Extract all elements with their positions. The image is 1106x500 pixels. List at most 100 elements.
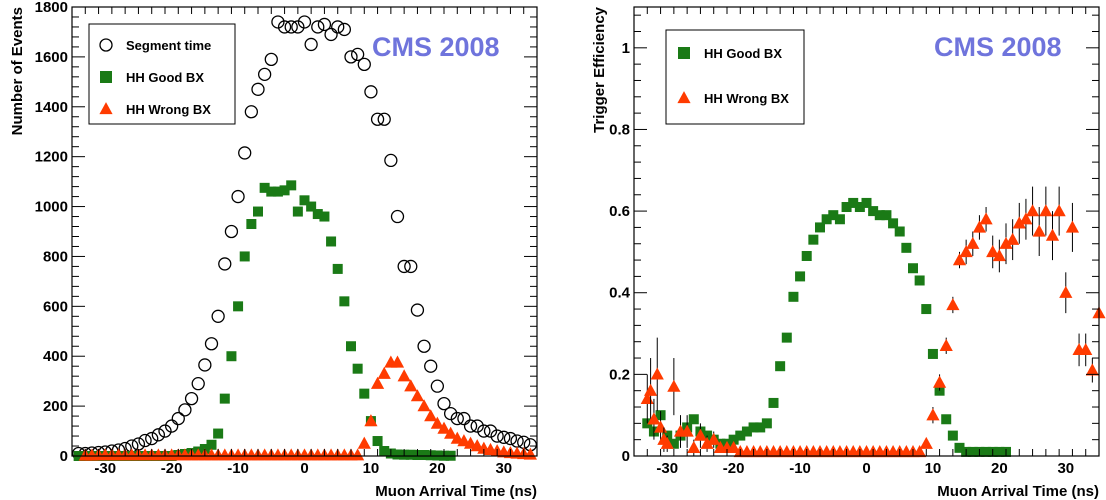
data-point (801, 250, 812, 261)
data-point (224, 224, 239, 239)
data-point (164, 419, 179, 433)
x-tick-label: 20 (429, 460, 446, 477)
data-point (206, 439, 217, 450)
data-point (272, 186, 283, 197)
data-point (437, 396, 451, 411)
data-point (450, 411, 464, 426)
data-point (359, 388, 370, 399)
data-point (392, 449, 403, 460)
data-point (986, 245, 1000, 258)
data-point (854, 202, 865, 213)
left-x-axis-title: Muon Arrival Time (ns) (375, 483, 537, 500)
data-point (251, 82, 265, 96)
y-tick-label: 200 (43, 398, 68, 415)
data-point (1045, 228, 1060, 241)
data-point (312, 209, 323, 220)
x-tick-label: 30 (495, 460, 512, 477)
data-point (727, 440, 741, 454)
data-point (1019, 212, 1033, 225)
data-point (138, 433, 152, 448)
left-axis-ticks: -30 -20 -10 0 10 20 30 0 200 400 600 800 1000 1200 140… (35, 0, 538, 477)
data-point (1079, 342, 1093, 356)
left-watermark: CMS 2008 (372, 32, 500, 62)
data-point (277, 20, 292, 34)
data-point (768, 397, 779, 408)
y-tick-label: 0.8 (609, 121, 630, 138)
data-point (184, 391, 199, 406)
data-point (198, 358, 212, 372)
data-point (213, 428, 224, 439)
data-point (1006, 232, 1020, 245)
x-tick-label: 10 (363, 460, 380, 477)
y-tick-label: 0.4 (609, 285, 631, 302)
data-point (350, 47, 365, 62)
data-point (523, 447, 537, 460)
data-point (932, 375, 947, 388)
data-point (994, 446, 1005, 457)
data-point (1059, 285, 1073, 298)
data-point (834, 214, 845, 225)
data-point (888, 218, 899, 229)
y-tick-label: 1 (622, 40, 630, 57)
data-point (874, 210, 885, 221)
data-point (171, 411, 185, 426)
data-point (908, 263, 918, 274)
data-point (352, 363, 363, 374)
series-filled-triangle (640, 186, 1106, 458)
data-point (257, 67, 272, 81)
data-point (304, 37, 318, 52)
data-point (728, 434, 739, 445)
data-point (306, 201, 317, 212)
data-point (927, 348, 938, 359)
right-legend-box (665, 29, 805, 125)
data-point (688, 414, 699, 425)
data-point (377, 366, 391, 379)
data-point (952, 253, 967, 266)
legend-marker-triangle-icon (677, 91, 691, 104)
data-point (660, 436, 674, 449)
data-point (946, 298, 960, 311)
data-point (992, 249, 1006, 262)
x-tick-label: 0 (300, 460, 308, 477)
data-point (430, 379, 445, 393)
data-point (246, 219, 257, 230)
data-point (430, 416, 444, 429)
data-point (286, 180, 297, 191)
data-point (299, 195, 310, 206)
data-point (404, 379, 418, 392)
right-x-axis-title: Muon Arrival Time (ns) (937, 483, 1099, 500)
data-point (297, 15, 312, 29)
data-point (437, 421, 451, 434)
data-point (477, 424, 491, 438)
data-point (397, 259, 411, 274)
data-point (226, 351, 237, 362)
data-point (788, 291, 799, 302)
data-point (680, 424, 694, 437)
x-tick-label: -20 (723, 460, 745, 477)
data-point (693, 428, 708, 441)
data-point (279, 185, 290, 196)
data-point (1025, 204, 1040, 217)
data-point (364, 85, 378, 99)
data-point (390, 209, 405, 224)
data-point (370, 376, 385, 389)
left-legend-entry-segment: Segment time (99, 38, 211, 53)
data-point (331, 20, 345, 34)
left-panel: -30 -20 -10 0 10 20 30 0 200 400 600 800 1000 1200 140… (9, 0, 538, 500)
left-plot-frame (71, 6, 538, 457)
data-point (191, 377, 205, 391)
data-point (233, 301, 244, 312)
data-point (981, 446, 992, 457)
left-legend-entry-good: HH Good BX (100, 70, 204, 85)
data-point (317, 17, 332, 32)
data-point (939, 338, 953, 351)
data-point (644, 383, 658, 396)
data-point (444, 426, 458, 439)
data-point (775, 361, 786, 372)
y-tick-label: 1400 (35, 99, 68, 116)
legend-marker-triangle-icon (99, 102, 113, 115)
data-point (926, 408, 940, 421)
data-point (324, 27, 338, 42)
legend-marker-square-icon (678, 47, 690, 59)
